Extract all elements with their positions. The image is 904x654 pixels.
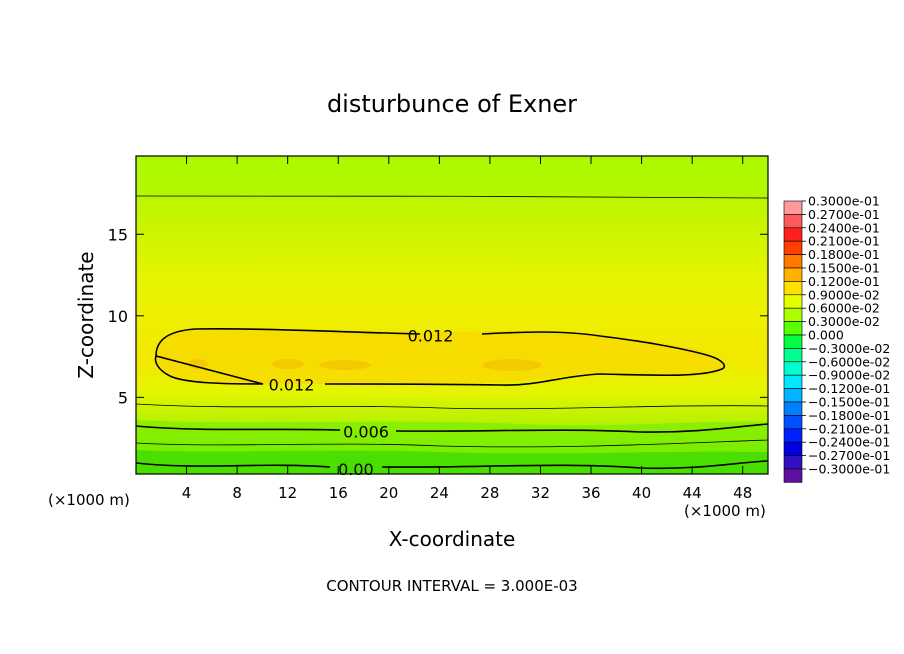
colorbar-swatch xyxy=(783,468,803,483)
field-peak-3 xyxy=(319,360,371,370)
colorbar-label: 0.000 xyxy=(808,328,844,343)
contour-label: 0.012 xyxy=(269,375,315,394)
x-tick-label: 20 xyxy=(379,484,398,502)
colorbar-label: 0.3000e-01 xyxy=(808,194,880,209)
field-band-bottom-green xyxy=(136,450,768,474)
colorbar-swatch xyxy=(783,267,803,282)
colorbar-label: 0.2400e-01 xyxy=(808,220,880,235)
x-tick-label: 16 xyxy=(329,484,348,502)
x-tick-label: 8 xyxy=(232,484,242,502)
colorbar-label: −0.9000e-02 xyxy=(808,368,890,383)
colorbar-swatch xyxy=(783,441,803,456)
contour-label: 0.006 xyxy=(343,423,389,442)
x-axis: 4 8 12 16 20 24 28 32 36 40 44 48 xyxy=(182,156,752,502)
colorbar-label: −0.1800e-01 xyxy=(808,408,890,423)
colorbar-label: −0.6000e-02 xyxy=(808,354,890,369)
contour-line-0000 xyxy=(136,460,768,470)
colorbar-label: 0.6000e-02 xyxy=(808,301,880,316)
y-tick-label: 15 xyxy=(108,225,128,244)
colorbar-label: 0.1800e-01 xyxy=(808,247,880,262)
colorbar: 0.3000e-010.2700e-010.2400e-010.2100e-01… xyxy=(783,194,890,483)
colorbar-label: 0.1500e-01 xyxy=(808,261,880,276)
colorbar-swatch xyxy=(783,334,803,349)
colorbar-label: −0.3000e-02 xyxy=(808,341,890,356)
x-tick-label: 32 xyxy=(531,484,550,502)
colorbar-swatch xyxy=(783,374,803,389)
contour-line-0006 xyxy=(136,423,768,433)
colorbar-swatch xyxy=(783,214,803,229)
x-tick-label: 44 xyxy=(683,484,702,502)
y-tick-label: 10 xyxy=(108,307,128,326)
y-tick-label: 5 xyxy=(118,388,128,407)
colorbar-label: 0.9000e-02 xyxy=(808,287,880,302)
colorbar-swatch xyxy=(783,307,803,322)
x-tick-label: 24 xyxy=(430,484,449,502)
colorbar-label: −0.2400e-01 xyxy=(808,435,890,450)
colorbar-swatch xyxy=(783,254,803,269)
colorbar-label: 0.1200e-01 xyxy=(808,274,880,289)
contour-line-b xyxy=(136,439,768,448)
colorbar-swatch xyxy=(783,281,803,296)
field-peak-4 xyxy=(482,359,542,371)
x-axis-label: X-coordinate xyxy=(389,527,516,551)
contour-line-upper xyxy=(136,195,768,199)
field-band-upper xyxy=(136,156,768,199)
x-unit-left: (×1000 m) xyxy=(48,491,130,509)
x-unit-right: (×1000 m) xyxy=(684,502,766,520)
contour-label-layer: 0.012 0.012 0.006 0.00 xyxy=(269,326,454,479)
colorbar-swatch xyxy=(783,415,803,430)
field-peak-2 xyxy=(272,359,304,369)
contour-line-a xyxy=(136,403,768,410)
x-tick-label: 40 xyxy=(632,484,651,502)
colorbar-swatch xyxy=(783,388,803,403)
colorbar-label: −0.1500e-01 xyxy=(808,395,890,410)
chart-title: disturbunce of Exner xyxy=(327,90,577,118)
colorbar-swatch xyxy=(783,401,803,416)
colorbar-label: −0.1200e-01 xyxy=(808,381,890,396)
colorbar-label: 0.3000e-02 xyxy=(808,314,880,329)
colorbar-swatch xyxy=(783,200,803,215)
colorbar-label: 0.2100e-01 xyxy=(808,234,880,249)
contour-line-0012 xyxy=(154,328,726,386)
x-tick-label: 28 xyxy=(480,484,499,502)
colorbar-label: 0.2700e-01 xyxy=(808,207,880,222)
x-tick-label: 48 xyxy=(733,484,752,502)
colorbar-swatch xyxy=(783,361,803,376)
x-tick-label: 4 xyxy=(182,484,192,502)
colorbar-label: −0.2100e-01 xyxy=(808,421,890,436)
x-tick-label: 12 xyxy=(278,484,297,502)
colorbar-label: −0.2700e-01 xyxy=(808,448,890,463)
plot-frame xyxy=(135,155,769,475)
field-max-region xyxy=(156,329,723,384)
contour-label: 0.012 xyxy=(408,326,454,345)
field-background xyxy=(136,156,768,474)
colorbar-swatch xyxy=(783,321,803,336)
colorbar-swatch xyxy=(783,455,803,470)
colorbar-label: −0.3000e-01 xyxy=(808,462,890,477)
plot-area xyxy=(136,156,768,474)
x-tick-label: 36 xyxy=(581,484,600,502)
contour-label: 0.00 xyxy=(338,460,374,479)
y-axis-label: Z-coordinate xyxy=(74,251,98,378)
colorbar-swatch xyxy=(783,227,803,242)
contour-interval-footer: CONTOUR INTERVAL = 3.000E-03 xyxy=(326,577,577,595)
colorbar-swatch xyxy=(783,240,803,255)
y-axis: 5 10 15 xyxy=(108,225,768,407)
colorbar-swatch xyxy=(783,348,803,363)
colorbar-swatch xyxy=(783,294,803,309)
colorbar-swatch xyxy=(783,428,803,443)
